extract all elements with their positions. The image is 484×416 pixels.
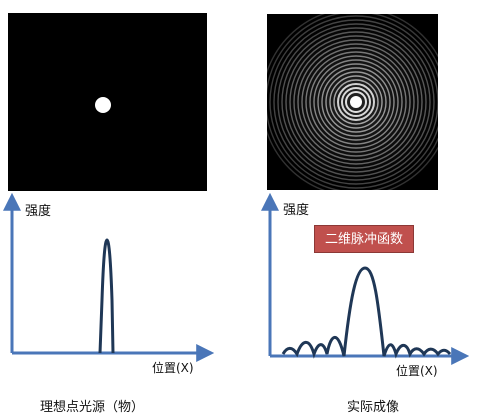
right-airy-profile-curve: [281, 266, 452, 359]
airy-ring: [269, 15, 438, 189]
airy-ring: [281, 27, 431, 177]
airy-ring: [333, 79, 379, 125]
airy-ring: [317, 63, 395, 141]
right-x-axis-label: 位置(X): [396, 364, 438, 378]
airy-ring: [305, 51, 407, 153]
left-caption: 理想点光源（物）: [40, 400, 145, 415]
airy-ring: [301, 47, 411, 157]
right-y-axis-label: 强度: [283, 203, 310, 218]
right-caption: 实际成像: [347, 400, 400, 415]
airy-ring: [321, 67, 391, 137]
airy-ring: [325, 71, 387, 133]
airy-rings: [267, 14, 438, 190]
left-x-axis-label: 位置(X): [152, 361, 194, 375]
airy-ring: [329, 75, 383, 129]
airy-ring: [273, 19, 438, 185]
airy-ring: [309, 55, 403, 149]
airy-ring: [345, 91, 367, 113]
point-source-graphic: [95, 97, 111, 113]
ideal-point-source-image: [8, 13, 207, 191]
airy-ring: [277, 23, 435, 181]
airy-ring: [337, 83, 375, 121]
left-y-axis-label: 强度: [25, 204, 52, 219]
point-source-dot: [95, 97, 111, 113]
airy-ring: [313, 59, 399, 145]
airy-pattern-image: [267, 14, 438, 190]
left-impulse-curve: [98, 238, 115, 354]
airy-central-peak: [350, 96, 362, 108]
airy-ring: [289, 35, 423, 169]
airy-pattern-graphic: [267, 14, 438, 190]
impulse-function-tag: 二维脉冲函数: [314, 225, 414, 253]
airy-ring: [297, 43, 415, 161]
airy-ring: [341, 87, 371, 117]
airy-ring: [285, 31, 427, 173]
airy-ring: [293, 39, 419, 165]
